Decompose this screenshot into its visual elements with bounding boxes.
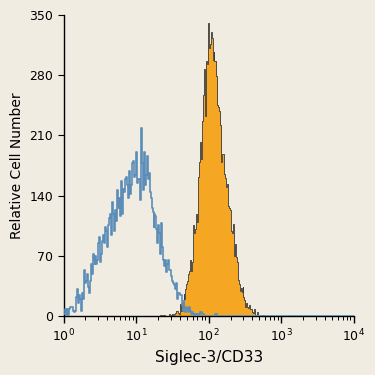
X-axis label: Siglec-3/CD33: Siglec-3/CD33 [154, 350, 263, 365]
Y-axis label: Relative Cell Number: Relative Cell Number [10, 92, 24, 239]
